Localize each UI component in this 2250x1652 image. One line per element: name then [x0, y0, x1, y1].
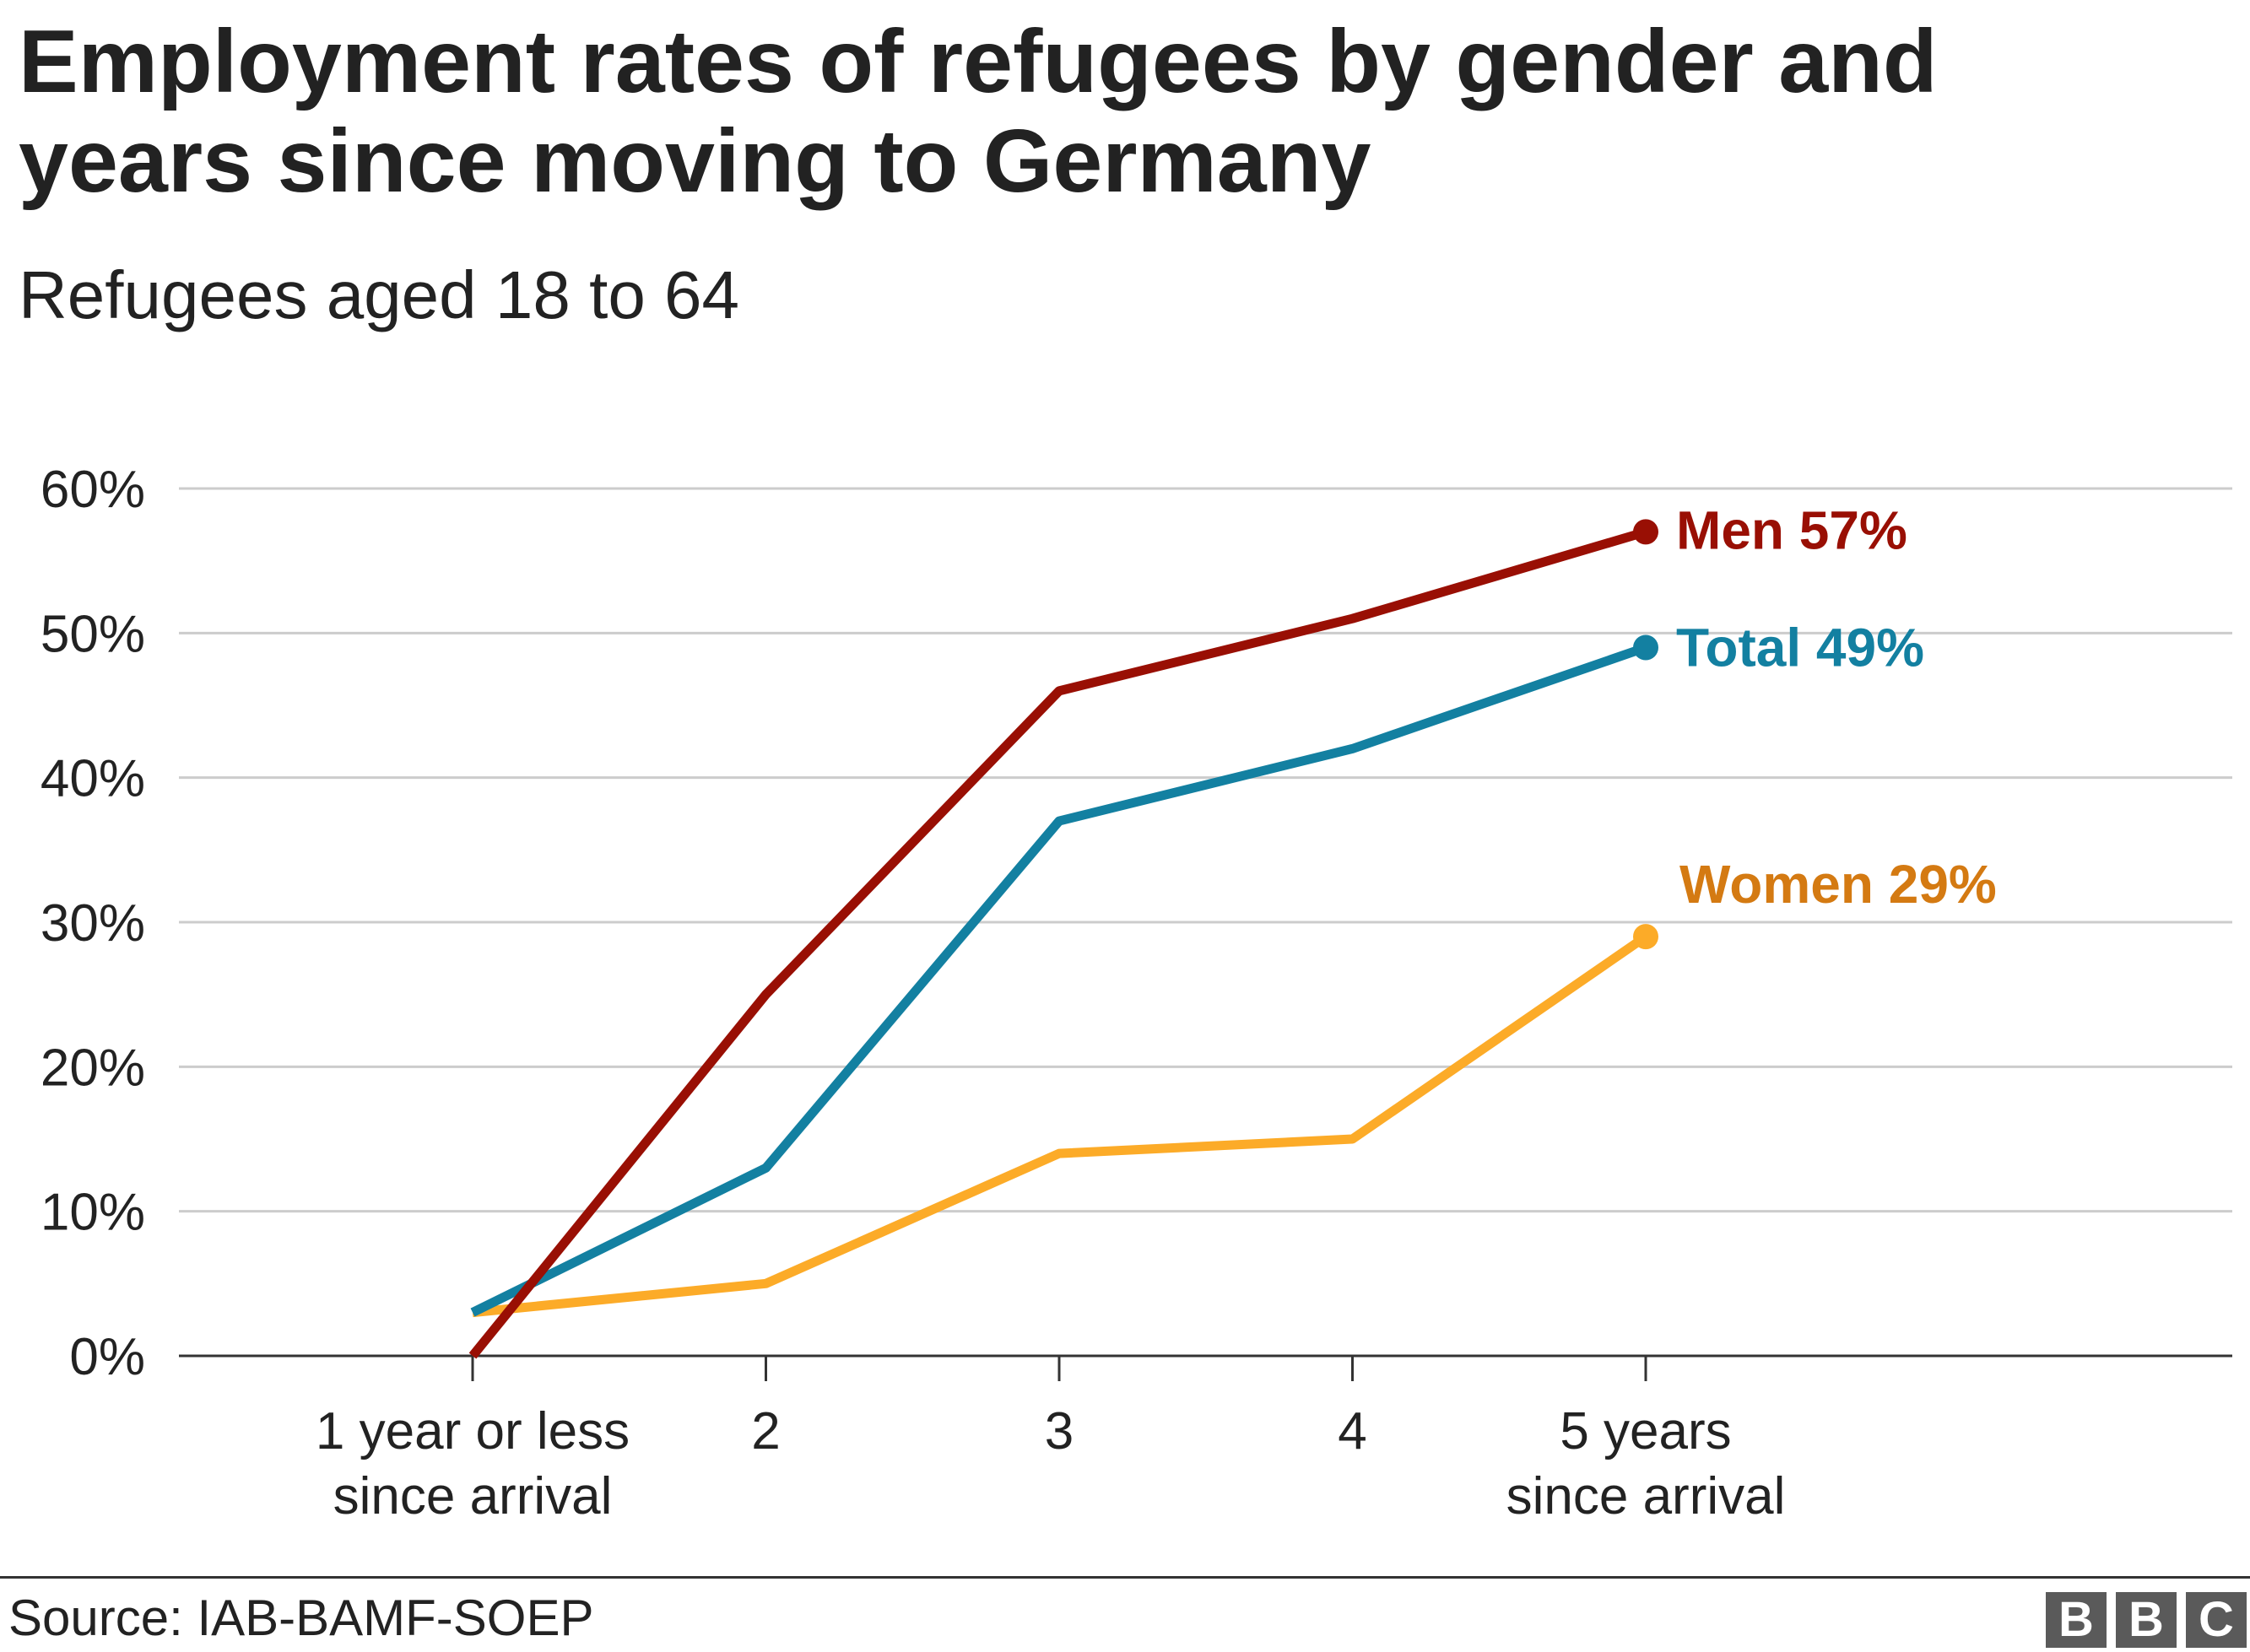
y-tick-label: 50%: [41, 605, 145, 663]
x-tick-label-line: 5 years: [1560, 1402, 1731, 1460]
series-labels: Women 29% Total 49% Men 57%: [1676, 499, 1997, 915]
series-label-men: Men 57%: [1676, 499, 1907, 560]
logo-letter: C: [2186, 1592, 2247, 1648]
series-endpoint-women: [1633, 924, 1658, 950]
logo-letter: B: [2116, 1592, 2177, 1648]
x-tick-label: 5 years since arrival: [1506, 1402, 1786, 1525]
y-tick-label: 30%: [41, 894, 145, 953]
x-tick-label: 2: [751, 1402, 780, 1460]
series-endpoint-men: [1633, 519, 1658, 545]
x-tick-label: 1 year or less since arrival: [316, 1402, 630, 1525]
series-line-total: [470, 643, 1647, 1317]
series-line-men: [468, 527, 1647, 1359]
bbc-logo: B B C: [2046, 1592, 2247, 1648]
chart-title: Employment rates of refugees by gender a…: [19, 12, 1938, 211]
series-endpoint-total: [1633, 634, 1658, 661]
x-axis-ticks: 1 year or less since arrival 2 3 4 5 years sin…: [316, 1356, 1785, 1525]
footer-divider: [0, 1576, 2250, 1579]
gridlines: [179, 487, 2232, 1213]
x-tick-label: 4: [1338, 1402, 1366, 1460]
x-tick-label-line: 3: [1045, 1402, 1074, 1460]
y-tick-label: 20%: [41, 1039, 145, 1097]
x-tick-label-line: since arrival: [333, 1467, 613, 1525]
series-label-total: Total 49%: [1676, 617, 1924, 678]
y-tick-label: 60%: [41, 461, 145, 519]
y-tick-label: 40%: [41, 750, 145, 808]
y-axis-ticks: 0% 10% 20% 30% 40% 50% 60%: [41, 461, 145, 1386]
series-label-women: Women 29%: [1679, 854, 1997, 915]
chart-subtitle: Refugees aged 18 to 64: [19, 257, 740, 332]
x-tick-label-line: since arrival: [1506, 1467, 1786, 1525]
x-tick-label: 3: [1045, 1402, 1074, 1460]
x-tick-label-line: 1 year or less: [316, 1402, 630, 1460]
x-tick-label-line: 4: [1338, 1402, 1366, 1460]
source-note: Source: IAB-BAMF-SOEP: [8, 1590, 594, 1646]
y-tick-label: 10%: [41, 1184, 145, 1242]
series-lines: [468, 519, 1658, 1359]
series-line-women: [472, 932, 1649, 1318]
y-tick-label: 0%: [69, 1328, 145, 1386]
x-tick-label-line: 2: [751, 1402, 780, 1460]
logo-letter: B: [2046, 1592, 2107, 1648]
